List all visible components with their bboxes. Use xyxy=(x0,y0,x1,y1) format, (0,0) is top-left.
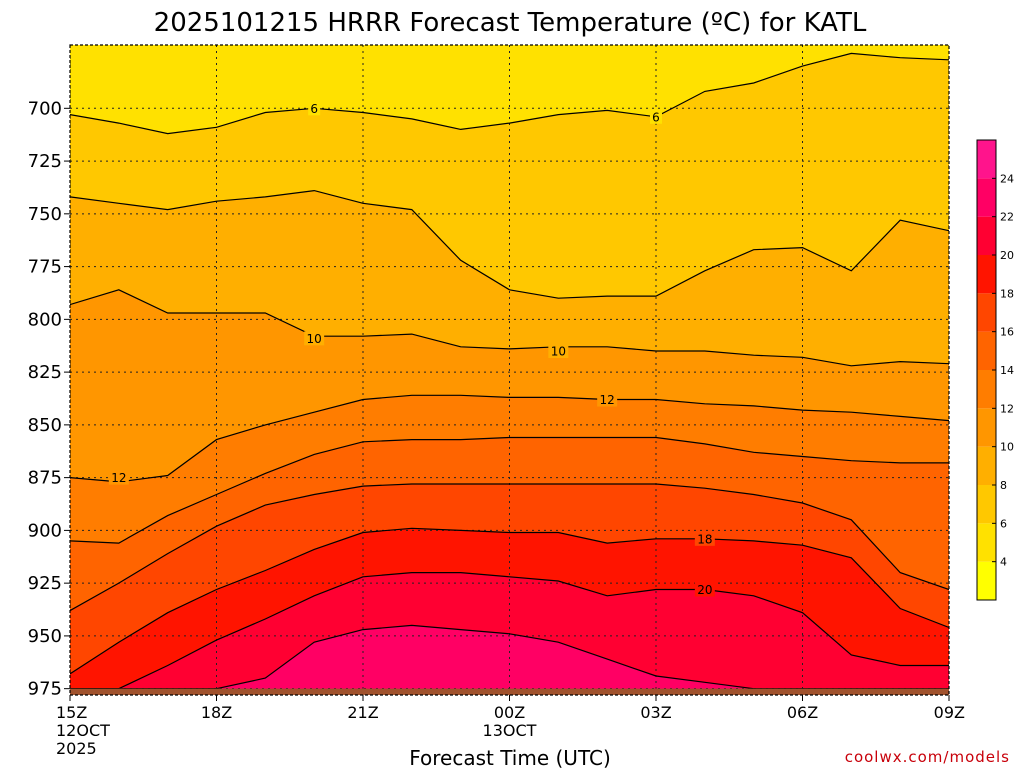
y-tick-label-950: 950 xyxy=(28,626,62,647)
colorbar-label-24: 24 xyxy=(1000,172,1014,185)
x-tick-sublabel: 12OCT xyxy=(56,721,110,740)
x-tick-label-00Z: 00Z xyxy=(494,703,525,722)
colorbar-label-8: 8 xyxy=(1000,479,1007,492)
y-tick-label-800: 800 xyxy=(28,309,62,330)
colorbar-legend: 4 6 8 10 12 14 16 18 20 22 24 xyxy=(976,139,1014,601)
contour-label-bg xyxy=(108,470,129,485)
isotherm-16 xyxy=(70,483,949,612)
colorbar-label-18: 18 xyxy=(1000,287,1014,300)
colorbar-segment xyxy=(977,561,996,600)
colorbar-label-14: 14 xyxy=(1000,364,1014,377)
isotherm-12 xyxy=(70,394,949,483)
contour-label-bg xyxy=(597,392,618,407)
colorbar-label-6: 6 xyxy=(1000,517,1007,530)
contour-label-10: 10 xyxy=(551,345,566,359)
contour-label-10: 10 xyxy=(307,332,322,346)
contour-label-6: 6 xyxy=(310,102,318,116)
colorbar-segment xyxy=(977,523,996,562)
colorbar-label-16: 16 xyxy=(1000,326,1014,339)
y-tick-label-825: 825 xyxy=(28,362,62,383)
y-tick-label-775: 775 xyxy=(28,257,62,278)
y-tick-label-725: 725 xyxy=(28,151,62,172)
isotherm-14 xyxy=(70,436,949,544)
x-tick-label-18Z: 18Z xyxy=(201,703,232,722)
contour-label-bg xyxy=(304,331,325,346)
x-tick-label-03Z: 03Z xyxy=(640,703,671,722)
contour-label-bg xyxy=(308,101,321,116)
isotherm-20 xyxy=(70,572,949,690)
source-credit: coolwx.com/models xyxy=(845,748,1010,766)
contour-label-bg xyxy=(694,531,715,546)
isotherm-8 xyxy=(70,189,949,299)
colorbar-segment xyxy=(977,408,996,447)
y-tick-label-750: 750 xyxy=(28,204,62,225)
contour-label-12: 12 xyxy=(111,471,126,485)
colorbar-segment xyxy=(977,485,996,524)
colorbar-label-20: 20 xyxy=(1000,249,1014,262)
x-tick-sublabel: 2025 xyxy=(56,739,97,758)
y-tick-label-975: 975 xyxy=(28,679,62,700)
isotherm-6 xyxy=(70,52,949,135)
y-tick-label-925: 925 xyxy=(28,573,62,594)
x-axis-label: Forecast Time (UTC) xyxy=(409,746,611,768)
contour-label-18: 18 xyxy=(697,532,712,546)
colorbar-segment xyxy=(977,331,996,370)
y-tick-label-900: 900 xyxy=(28,520,62,541)
contour-label-12: 12 xyxy=(600,393,615,407)
contour-label-20: 20 xyxy=(697,583,712,597)
colorbar-segment xyxy=(977,370,996,409)
ground-surface xyxy=(70,688,949,695)
colorbar-segment xyxy=(977,140,996,179)
axes: 70072575077580082585087590092595097515Z1… xyxy=(28,44,965,758)
x-tick-label-15Z: 15Z xyxy=(56,703,87,722)
colorbar-label-22: 22 xyxy=(1000,211,1014,224)
isotherm-10 xyxy=(70,289,949,367)
colorbar-label-12: 12 xyxy=(1000,402,1014,415)
x-tick-sublabel: 13OCT xyxy=(483,721,537,740)
plot-frame xyxy=(69,44,950,696)
colorbar-segment xyxy=(977,178,996,217)
colorbar-segment xyxy=(977,293,996,332)
colorbar-label-4: 4 xyxy=(1000,556,1007,569)
colorbar-segment xyxy=(977,446,996,485)
contour-label-bg xyxy=(694,582,715,597)
contour-label-bg xyxy=(548,344,569,359)
x-tick-label-21Z: 21Z xyxy=(347,703,378,722)
colorbar-segment xyxy=(977,216,996,255)
y-tick-label-850: 850 xyxy=(28,415,62,436)
isotherm-18 xyxy=(70,527,949,675)
colorbar-label-10: 10 xyxy=(1000,441,1014,454)
x-tick-label-09Z: 09Z xyxy=(934,703,965,722)
y-tick-label-875: 875 xyxy=(28,468,62,489)
plot-area: 6 6 10 10 12 12 18 20 xyxy=(70,45,949,695)
band-above-22 xyxy=(70,625,949,695)
chart-title: 2025101215 HRRR Forecast Temperature (ºC… xyxy=(154,8,867,38)
contour-label-bg xyxy=(650,109,662,124)
contour-label-6: 6 xyxy=(652,110,660,124)
colorbar-segment xyxy=(977,255,996,294)
x-tick-label-06Z: 06Z xyxy=(787,703,818,722)
y-tick-label-700: 700 xyxy=(28,98,62,119)
